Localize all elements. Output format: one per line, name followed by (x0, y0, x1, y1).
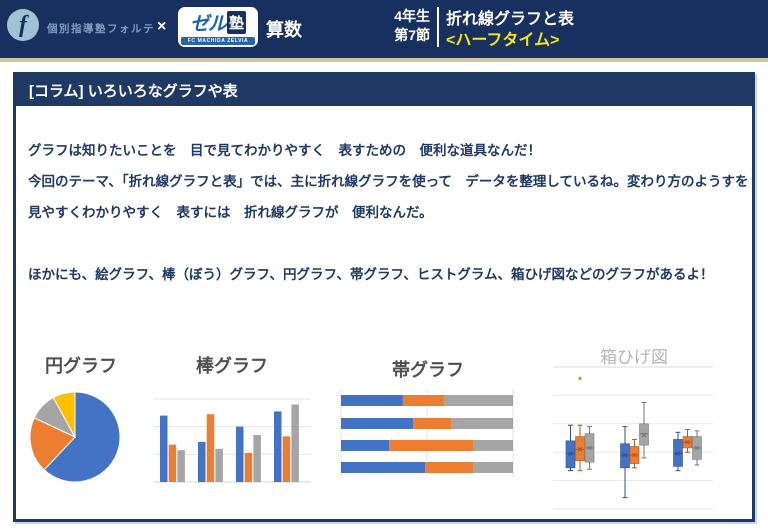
band-chart (340, 389, 514, 477)
zeljuku-logo: ゼル 塾 FC MACHIDA ZELVIA (178, 7, 258, 47)
body-line-2: 今回のテーマ、「折れ線グラフと表」では、主に折れ線グラフを使って データを整理し… (28, 174, 749, 189)
forte-school-name: 個別指導塾フォルテ (47, 23, 155, 35)
boxplot-chart-label: 箱ひげ図 (600, 348, 668, 367)
bar-chart (154, 398, 311, 483)
boxplot-chart (553, 366, 713, 510)
lesson-subtitle: <ハーフタイム> (446, 32, 560, 49)
collab-cross-icon: × (157, 18, 167, 35)
lesson-title: 折れ線グラフと表 (446, 11, 575, 28)
body-paragraph-2: ほかにも、絵グラフ、棒（ぼう）グラフ、円グラフ、帯グラフ、ヒストグラム、箱ひげ図… (28, 267, 714, 282)
pie-chart-label: 円グラフ (45, 356, 117, 376)
grade-session-block: 4年生 第7節 (360, 7, 430, 45)
zeljuku-club-name: FC MACHIDA ZELVIA (181, 37, 255, 45)
grade-label: 4年生 (394, 8, 430, 24)
zeljuku-juku: 塾 (227, 11, 247, 34)
session-label: 第7節 (394, 27, 430, 43)
subject-label: 算数 (266, 20, 302, 40)
band-chart-label: 帯グラフ (392, 360, 464, 380)
zeljuku-word: ゼル (189, 14, 227, 35)
body-paragraph-1: グラフは知りたいことを 目で見てわかりやすく 表すための 便利な道具なんだ！ 今… (28, 135, 749, 228)
header-bar: f 個別指導塾フォルテ × ゼル 塾 FC MACHIDA ZELVIA 算数 … (0, 0, 768, 58)
bar-chart-label: 棒グラフ (196, 356, 268, 376)
forte-logo-letter: f (19, 11, 27, 38)
zeljuku-logo-main: ゼル 塾 (181, 9, 255, 36)
forte-logo-icon: f (7, 9, 39, 41)
pie-chart (29, 391, 121, 483)
panel-title: [コラム] いろいろなグラフや表 (16, 75, 752, 106)
gold-divider (0, 58, 768, 62)
body-line-1: グラフは知りたいことを 目で見てわかりやすく 表すための 便利な道具なんだ！ (28, 143, 541, 158)
header-divider (437, 7, 439, 47)
body-line-3: 見やすくわかりやすく 表すには 折れ線グラフが 便利なんだ。 (28, 205, 433, 220)
column-panel: [コラム] いろいろなグラフや表 グラフは知りたいことを 目で見てわかりやすく … (13, 72, 755, 522)
